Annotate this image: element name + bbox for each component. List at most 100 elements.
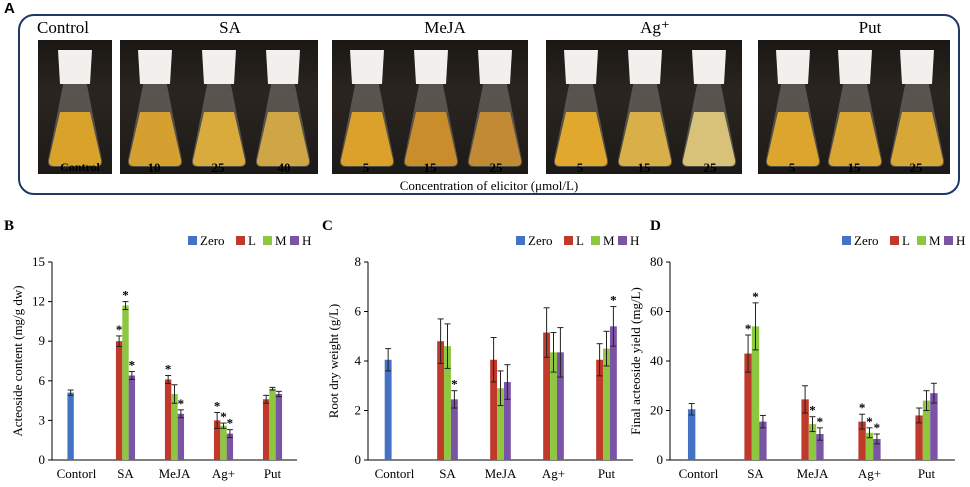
- significance-star-b: *: [129, 358, 136, 373]
- chart-b-category-label: Put: [264, 466, 282, 481]
- flask-icon: [467, 50, 523, 167]
- flask-icon: [553, 50, 609, 167]
- bar-b-m: [220, 425, 227, 460]
- chart-d-letter: D: [650, 218, 661, 234]
- chart-b-category-label: MeJA: [159, 466, 191, 481]
- significance-star-b: *: [178, 396, 185, 411]
- significance-star-c: *: [451, 377, 458, 392]
- photo-control: [38, 40, 112, 174]
- chart-d-ytick-label: 60: [650, 304, 663, 319]
- chart-b-ytick-label: 9: [39, 333, 46, 348]
- bar-d-h: [873, 438, 881, 460]
- flask-icon: [255, 50, 311, 167]
- legend-swatch-m: [263, 236, 272, 245]
- legend-swatch-l: [890, 236, 899, 245]
- bar-c-h: [503, 382, 511, 460]
- bar-b-h: [226, 433, 234, 460]
- bar-b-m: [269, 388, 276, 460]
- legend-swatch-l: [564, 236, 573, 245]
- bar-d-h: [816, 434, 824, 460]
- chart-d-ylabel: Final acteoside yield (mg/L): [628, 287, 643, 435]
- significance-star-d: *: [866, 414, 873, 429]
- flask-icon: [765, 50, 821, 167]
- bar-c-zero: [384, 359, 392, 460]
- legend-swatch-zero: [842, 236, 851, 245]
- significance-star-d: *: [745, 321, 752, 336]
- flask-icon: [127, 50, 183, 167]
- conc-meja-1: 5: [362, 160, 370, 175]
- bar-d-m: [922, 400, 931, 460]
- chart-d-category-label: SA: [747, 466, 764, 481]
- chart-d-category-label: Put: [918, 466, 936, 481]
- group-title-meja: MeJA: [424, 18, 466, 37]
- chart-b-ytick-label: 15: [32, 254, 45, 269]
- chart-c-ytick-label: 4: [355, 353, 362, 368]
- bar-c-m: [497, 388, 504, 460]
- legend-swatch-h: [618, 236, 627, 245]
- significance-star-b: *: [116, 322, 123, 337]
- significance-star-b: *: [165, 362, 172, 377]
- chart-c-category-label: Contorl: [375, 466, 415, 481]
- significance-star-b: *: [122, 288, 129, 303]
- bar-d-m: [808, 424, 817, 460]
- significance-star-d: *: [817, 414, 824, 429]
- bar-d-m: [865, 432, 874, 460]
- conc-control: Control: [60, 160, 100, 174]
- conc-ag-2: 15: [637, 160, 651, 175]
- legend-swatch-m: [917, 236, 926, 245]
- legend-swatch-zero: [516, 236, 525, 245]
- flask-icon: [889, 50, 945, 167]
- chart-d-category-label: Ag+: [858, 466, 881, 481]
- chart-b-letter: B: [4, 218, 14, 234]
- significance-star-d: *: [809, 403, 816, 418]
- conc-sa-1: 10: [147, 160, 161, 175]
- bar-b-l: [164, 379, 172, 460]
- significance-star-d: *: [874, 420, 881, 435]
- legend-label-l: L: [248, 233, 256, 248]
- bar-d-m: [751, 326, 760, 460]
- significance-star-b: *: [214, 398, 221, 413]
- chart-c-ytick-label: 2: [355, 403, 362, 418]
- bar-c-m: [550, 352, 557, 460]
- legend-label-m: M: [929, 233, 941, 248]
- significance-star-d: *: [859, 400, 866, 415]
- photo-put: [758, 40, 950, 174]
- bar-b-m: [122, 305, 129, 460]
- chart-d-category-label: Contorl: [679, 466, 719, 481]
- flask-icon: [681, 50, 737, 167]
- legend-label-l: L: [576, 233, 584, 248]
- legend-label-h: H: [956, 233, 965, 248]
- legend-label-m: M: [275, 233, 287, 248]
- concentration-axis-label: Concentration of elicitor (μmol/L): [399, 178, 579, 193]
- chart-b-ytick-label: 3: [39, 412, 46, 427]
- significance-star-b: *: [220, 409, 227, 424]
- chart-c-category-label: SA: [439, 466, 456, 481]
- bar-d-l: [801, 399, 809, 460]
- bar-c-h: [450, 399, 458, 460]
- group-title-ag: Ag⁺: [640, 18, 670, 37]
- chart-c-category-label: MeJA: [485, 466, 517, 481]
- chart-b-ylabel: Acteoside content (mg/g dw): [10, 285, 25, 436]
- chart-c-letter: C: [322, 218, 333, 234]
- legend-swatch-h: [290, 236, 299, 245]
- legend-label-zero: Zero: [528, 233, 553, 248]
- group-title-sa: SA: [219, 18, 241, 37]
- photo-sa: [120, 40, 318, 174]
- chart-d-ytick-label: 80: [650, 254, 663, 269]
- group-title-put: Put: [858, 18, 882, 37]
- flask-icon: [191, 50, 247, 167]
- chart-c-ytick-label: 6: [355, 304, 362, 319]
- legend-label-zero: Zero: [200, 233, 225, 248]
- flask-icon: [617, 50, 673, 167]
- legend-label-h: H: [630, 233, 639, 248]
- bar-c-l: [490, 359, 498, 460]
- chart-b-ytick-label: 0: [39, 452, 46, 467]
- significance-star-d: *: [752, 289, 759, 304]
- chart-b-category-label: Contorl: [57, 466, 97, 481]
- conc-sa-2: 25: [211, 160, 225, 175]
- significance-star-b: *: [227, 416, 234, 431]
- chart-b-category-label: SA: [117, 466, 134, 481]
- conc-put-2: 15: [847, 160, 861, 175]
- conc-meja-2: 15: [423, 160, 437, 175]
